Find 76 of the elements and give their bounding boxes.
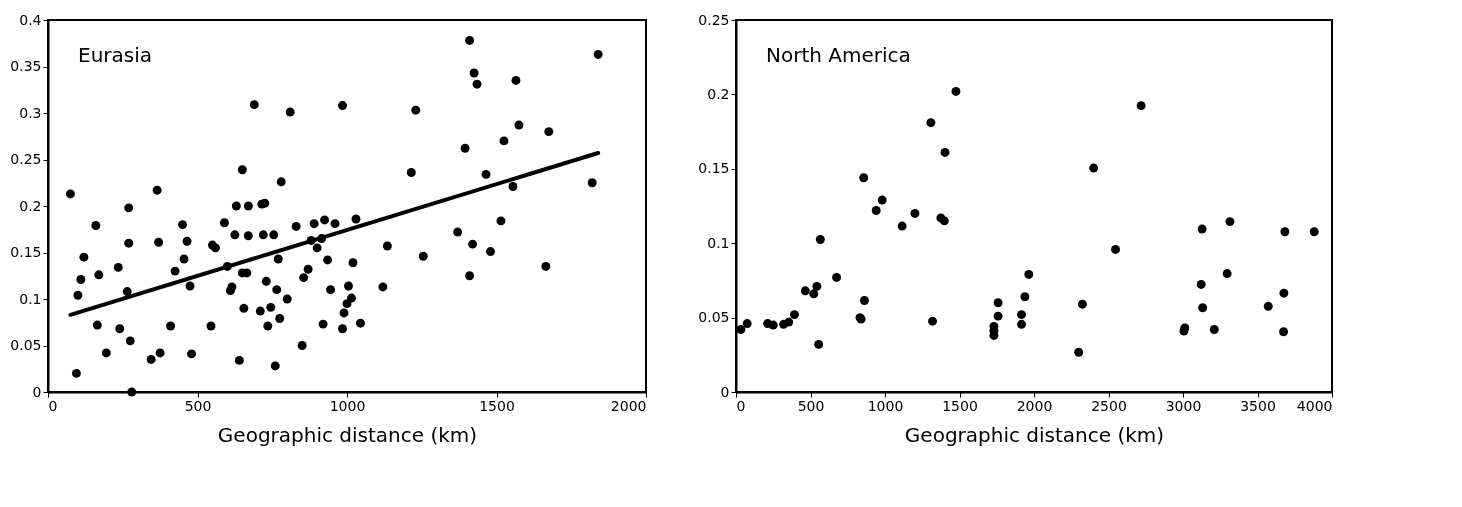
x-tick-label: 0 [48, 397, 58, 414]
x-tick-label: 1500 [942, 397, 978, 414]
point [910, 208, 920, 218]
point [1077, 299, 1087, 309]
point [951, 86, 961, 96]
point [1024, 269, 1034, 279]
point [1197, 224, 1207, 234]
point [993, 298, 1003, 308]
y-tick-label: 0.2 [707, 85, 730, 102]
point [897, 221, 907, 231]
y-tick-label: 0.25 [10, 151, 42, 167]
x-tick-label: 500 [184, 397, 212, 414]
point [1017, 319, 1026, 329]
point [928, 316, 937, 326]
point [1222, 269, 1232, 279]
point [1198, 303, 1208, 313]
y-tick-label: 0.25 [698, 11, 730, 28]
y-tick-label: 0.1 [19, 290, 42, 307]
point [812, 281, 822, 291]
point [815, 235, 825, 244]
point [800, 286, 810, 296]
x-tick-label: 4000 [1296, 397, 1333, 414]
y-tick-label: 0.3 [19, 104, 42, 121]
point [1209, 325, 1219, 334]
x-axis-title: Geographic distance (km) [217, 422, 478, 447]
x-tick-label: 500 [797, 397, 825, 414]
point [736, 325, 746, 334]
annotation: North America [766, 43, 911, 67]
y-tick-label: 0.2 [19, 197, 42, 214]
point [742, 319, 752, 329]
x-tick-label: 3000 [1165, 397, 1202, 414]
y-tick-label: 0 [32, 383, 42, 400]
y-tick-label: 0.1 [707, 234, 730, 251]
point [1225, 217, 1235, 227]
x-tick-label: 1000 [867, 397, 904, 414]
point [1074, 347, 1084, 357]
point [1263, 301, 1273, 311]
point [768, 320, 778, 330]
point [1111, 244, 1120, 254]
y-tick-label: 0.05 [698, 309, 730, 326]
point [1279, 327, 1289, 337]
point [832, 272, 842, 282]
point [871, 206, 881, 215]
x-tick-label: 3500 [1240, 397, 1276, 414]
annotation: Eurasia [78, 43, 153, 67]
point [1309, 227, 1319, 237]
x-tick-label: 2000 [1016, 397, 1053, 414]
point [814, 339, 824, 349]
point [784, 317, 794, 327]
point [789, 310, 799, 320]
point [877, 195, 887, 205]
point [859, 173, 869, 183]
y-tick-label: 0.05 [10, 337, 42, 353]
point [1279, 288, 1289, 298]
point [859, 296, 869, 305]
x-axis-title: Geographic distance (km) [904, 422, 1165, 447]
point [1017, 310, 1026, 320]
x-tick-label: 2500 [1091, 397, 1127, 414]
y-tick-label: 0.4 [19, 11, 42, 28]
x-tick-label: 2000 [610, 397, 647, 414]
point [1196, 279, 1206, 289]
point [993, 311, 1003, 321]
y-tick-label: 0 [720, 383, 730, 400]
y-tick-label: 0.15 [698, 160, 730, 177]
y-tick-label: 0.15 [10, 244, 42, 260]
point [1020, 292, 1030, 302]
point [809, 289, 819, 299]
point [1136, 101, 1146, 111]
y-tick-label: 0.35 [10, 58, 42, 74]
x-tick-label: 1500 [479, 397, 515, 414]
x-tick-label: 1000 [329, 397, 366, 414]
point [940, 147, 950, 157]
point [1280, 227, 1290, 237]
point [926, 118, 936, 128]
x-tick-label: 0 [736, 397, 746, 414]
point [1089, 163, 1099, 173]
